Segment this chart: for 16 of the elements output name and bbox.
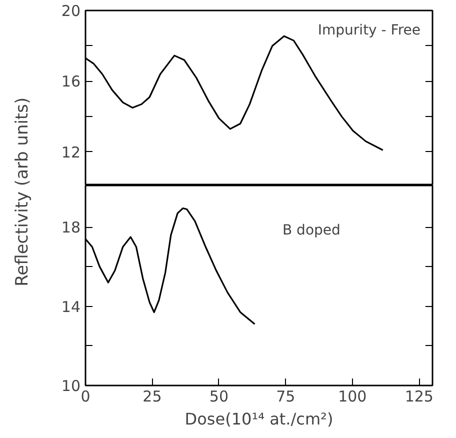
x-tick-label: 75 (276, 388, 296, 406)
annotation: Impurity - Free (318, 22, 420, 38)
y-tick-label: 10 (61, 377, 81, 395)
y-tick-label: 18 (61, 218, 81, 237)
y-tick-label: 20 (61, 2, 81, 20)
x-tick-label: 25 (142, 388, 162, 406)
annotation: B doped (282, 222, 340, 238)
y-tick-label: 16 (61, 72, 81, 91)
y-tick-label: 14 (61, 298, 81, 316)
x-tick-label: 0 (80, 388, 90, 406)
x-tick-label: 100 (338, 388, 367, 406)
x-tick-label: 50 (209, 388, 229, 406)
y-axis-title: Reflectivity (arb units) (12, 97, 32, 286)
y-tick-label: 12 (61, 143, 81, 162)
x-axis-title: Dose(10¹⁴ at./cm²) (184, 410, 334, 428)
x-tick-label: 125 (404, 388, 434, 406)
